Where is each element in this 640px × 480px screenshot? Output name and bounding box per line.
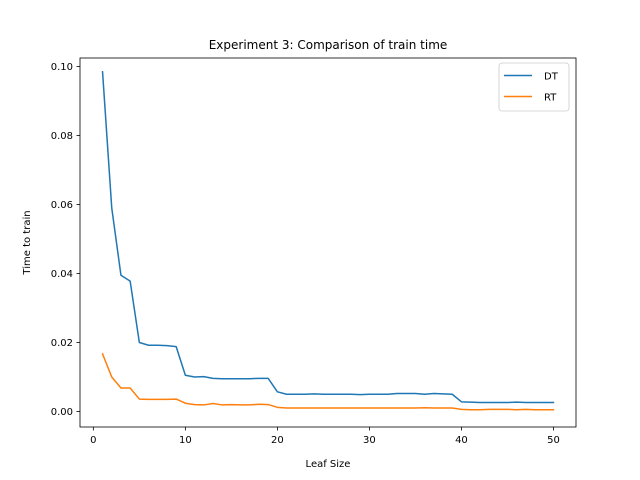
legend-label-dt: DT <box>544 72 559 83</box>
plot-area <box>80 58 576 427</box>
x-tick-label: 30 <box>363 435 376 446</box>
x-tick-label: 40 <box>455 435 468 446</box>
series-line-dt <box>101 70 555 404</box>
y-tick-label: 0.06 <box>51 200 73 211</box>
chart-title: Experiment 3: Comparison of train time <box>209 38 448 52</box>
y-axis: 0.00 0.02 0.04 0.06 0.08 0.10 <box>51 62 80 418</box>
y-tick-label: 0.10 <box>51 62 73 73</box>
y-tick-label: 0.00 <box>51 407 73 418</box>
y-tick-label: 0.08 <box>51 131 73 142</box>
y-tick-label: 0.04 <box>51 269 73 280</box>
x-tick-label: 20 <box>271 435 284 446</box>
series-line-rt <box>101 352 555 411</box>
x-tick-label: 50 <box>547 435 560 446</box>
x-tick-label: 10 <box>179 435 192 446</box>
legend-box <box>498 62 570 112</box>
x-axis-label: Leaf Size <box>306 459 351 470</box>
plot-frame <box>79 57 577 428</box>
legend-label-rt: RT <box>544 93 557 104</box>
legend: DT RT <box>498 62 570 112</box>
x-tick-label: 0 <box>90 435 96 446</box>
series-layer <box>101 70 555 411</box>
y-tick-label: 0.02 <box>51 338 73 349</box>
y-axis-label: Time to train <box>22 210 33 275</box>
x-axis: 0 10 20 30 40 50 <box>90 427 560 446</box>
